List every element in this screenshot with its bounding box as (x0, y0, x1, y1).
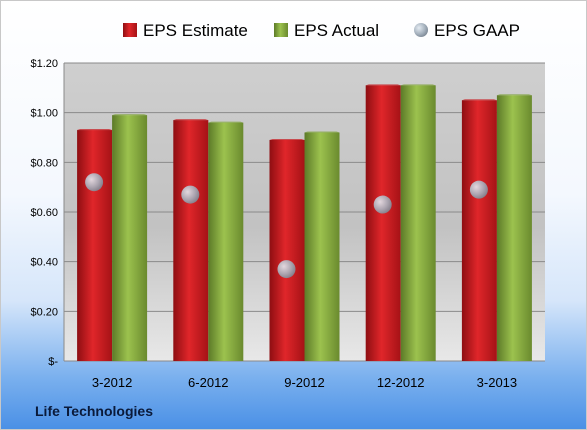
x-tick-label: 3-2012 (92, 375, 132, 390)
company-name: Life Technologies (35, 403, 153, 419)
bar-top-eps-actual (208, 121, 244, 123)
bar-top-eps-actual (112, 114, 148, 116)
bar-eps-actual (400, 85, 436, 361)
marker-eps-gaap (181, 185, 200, 204)
gaap-markers (85, 173, 488, 279)
bar-top-eps-actual (304, 131, 340, 133)
legend-swatch-eps-gaap (414, 23, 428, 37)
marker-eps-gaap (277, 260, 296, 279)
bars (77, 84, 532, 362)
x-tick-label: 3-2013 (477, 375, 517, 390)
y-axis: $- $0.20 $0.40 $0.60 $0.80 $1.00 $1.20 (30, 58, 58, 368)
legend: EPS Estimate EPS Actual EPS GAAP (123, 21, 520, 40)
bar-eps-actual (112, 115, 148, 362)
bar-top-eps-actual (400, 84, 436, 86)
bar-eps-estimate (365, 85, 401, 361)
bar-eps-estimate (269, 139, 305, 361)
legend-label-eps-estimate: EPS Estimate (143, 21, 248, 40)
y-tick-label: $0.60 (30, 207, 58, 219)
bar-eps-estimate (173, 120, 209, 361)
x-tick-label: 12-2012 (377, 375, 425, 390)
bar-eps-actual (496, 95, 532, 362)
y-tick-label: $0.80 (30, 157, 58, 169)
bar-top-eps-estimate (77, 129, 113, 131)
y-tick-label: $0.40 (30, 257, 58, 269)
legend-label-eps-actual: EPS Actual (294, 21, 379, 40)
x-axis: 3-2012 6-2012 9-2012 12-2012 3-2013 (92, 375, 517, 390)
legend-swatch-eps-actual (274, 23, 288, 37)
marker-eps-gaap (469, 180, 488, 199)
bar-top-eps-actual (496, 94, 532, 96)
y-tick-label: $1.00 (30, 108, 58, 120)
bar-eps-estimate (77, 130, 113, 361)
bar-eps-actual (208, 122, 244, 361)
y-tick-label: $- (48, 356, 58, 368)
y-tick-label: $0.20 (30, 306, 58, 318)
marker-eps-gaap (373, 195, 392, 214)
bar-top-eps-estimate (173, 119, 209, 121)
bar-eps-actual (304, 132, 340, 361)
bar-eps-estimate (461, 100, 497, 361)
y-tick-label: $1.20 (30, 58, 58, 70)
legend-label-eps-gaap: EPS GAAP (434, 21, 520, 40)
bar-top-eps-estimate (461, 99, 497, 101)
bar-top-eps-estimate (365, 84, 401, 86)
x-tick-label: 9-2012 (284, 375, 324, 390)
x-tick-label: 6-2012 (188, 375, 228, 390)
bar-top-eps-estimate (269, 138, 305, 140)
legend-swatch-eps-estimate (123, 23, 137, 37)
marker-eps-gaap (85, 173, 104, 192)
